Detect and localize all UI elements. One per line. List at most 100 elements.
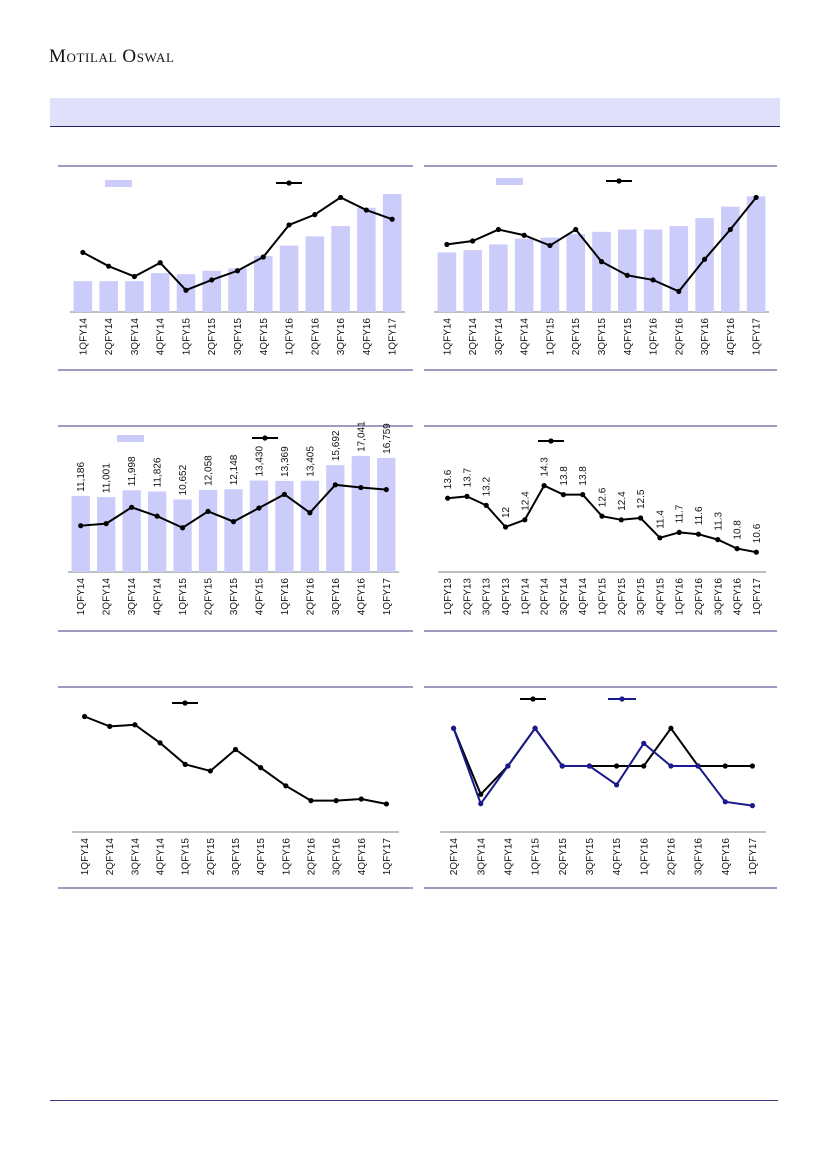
point-data-label: 11.3 (713, 511, 724, 530)
line-point (78, 523, 84, 529)
point-data-label: 12 (501, 506, 512, 518)
point-data-label: 12.5 (636, 489, 647, 509)
series-line (452, 726, 753, 807)
line-point (502, 524, 509, 530)
x-tick-label: 1QFY17 (382, 578, 393, 616)
bar-data-label: 11,826 (153, 457, 164, 487)
line-point (286, 222, 292, 228)
point-data-label: 13.8 (578, 466, 589, 486)
line-point (668, 725, 674, 731)
x-tick-label: 1QFY17 (388, 318, 399, 356)
line-point (753, 549, 759, 555)
bar (566, 234, 586, 312)
x-tick-label: 2QFY14 (449, 838, 460, 876)
x-tick-label: 3QFY14 (559, 578, 570, 616)
x-tick-label: 2QFY14 (105, 838, 116, 876)
line-point (308, 798, 314, 804)
line-point (613, 763, 620, 769)
line-point (450, 725, 457, 731)
bar (97, 497, 116, 572)
x-tick-label: 3QFY14 (130, 838, 141, 876)
legend-bar-swatch (105, 180, 132, 187)
line-point (207, 768, 213, 774)
bar-data-label: 13,405 (305, 446, 316, 477)
line-point (641, 740, 647, 746)
line-point (260, 254, 266, 260)
line-point (154, 513, 160, 519)
line-point (734, 546, 740, 552)
x-tick-label: 1QFY15 (545, 318, 556, 356)
x-tick-label: 1QFY17 (752, 318, 763, 356)
x-tick-label: 1QFY16 (675, 578, 686, 616)
x-tick-label: 4QFY14 (153, 578, 164, 616)
x-tick-label: 4QFY15 (254, 578, 265, 616)
line-point (641, 763, 647, 769)
line-point (749, 803, 756, 809)
x-tick-label: 1QFY14 (520, 578, 531, 616)
bar (275, 480, 294, 572)
line-point (131, 273, 138, 280)
x-tick-label: 2QFY16 (305, 578, 316, 616)
bar (176, 274, 196, 312)
legend-line-marker (286, 180, 292, 186)
line-point (521, 232, 527, 238)
x-tick-label: 3QFY15 (233, 318, 244, 356)
point-data-label: 10.8 (733, 520, 744, 540)
line-point (522, 517, 528, 523)
line-point (106, 263, 112, 269)
line-point (445, 495, 451, 501)
legend-bar-swatch (117, 435, 144, 442)
line-point (715, 537, 721, 543)
bar (746, 196, 766, 312)
chart-4: 13.6 13.7 13.2 12 12.4 14.3 13.8 13.8 12.6 12.4 12… (424, 425, 777, 632)
line-point (205, 508, 211, 514)
x-tick-label: 1QFY17 (382, 838, 393, 876)
bar (437, 252, 457, 312)
line-point (444, 241, 450, 248)
chart-3: 11,186 11,001 11,998 11,826 10,652 12,058 12,1… (58, 421, 413, 632)
line-point (258, 765, 264, 771)
x-tick-label: 4QFY15 (259, 318, 270, 356)
point-data-label: 13.8 (559, 466, 570, 486)
x-tick-label: 3QFY15 (229, 578, 240, 616)
line-point (599, 513, 605, 519)
line-point (337, 194, 344, 201)
x-tick-label: 2QFY15 (571, 318, 582, 356)
x-tick-label: 1QFY15 (598, 578, 609, 616)
series-line (452, 726, 753, 797)
x-tick-label: 1QFY17 (748, 838, 759, 876)
x-tick-label: 2QFY14 (104, 318, 115, 356)
point-data-label: 10.6 (752, 523, 763, 543)
bar (382, 194, 402, 312)
line-point (464, 493, 470, 499)
line-point (547, 242, 553, 249)
x-tick-label: 3QFY15 (597, 318, 608, 356)
line-point (560, 492, 567, 498)
bar (253, 255, 273, 312)
line-point (695, 763, 701, 769)
line-point (749, 763, 756, 769)
line-point (722, 799, 728, 805)
x-tick-label: 2QFY14 (540, 578, 551, 616)
x-tick-label: 1QFY15 (181, 838, 192, 876)
bar (617, 229, 637, 312)
legend-line-marker (530, 696, 536, 702)
line-point (668, 763, 674, 769)
x-tick-label: 3QFY14 (476, 838, 487, 876)
line-point (332, 482, 338, 488)
x-tick-label: 1QFY15 (178, 578, 189, 616)
x-tick-label: 3QFY16 (331, 578, 342, 616)
bar (592, 231, 611, 312)
x-tick-label: 3QFY16 (694, 838, 705, 876)
line-point (107, 723, 113, 730)
line-point (624, 272, 630, 278)
x-tick-label: 2QFY16 (306, 838, 317, 876)
x-tick-label: 1QFY16 (649, 318, 660, 356)
point-data-label: 14.3 (540, 457, 551, 477)
x-tick-label: 1QFY16 (281, 838, 292, 876)
line-point (478, 791, 484, 797)
x-tick-label: 1QFY15 (181, 318, 192, 356)
chart-1: 1QFY14 2QFY14 3QFY14 4QFY14 1QFY15 2QFY15 3QFY… (58, 165, 413, 371)
chart-5: 1QFY14 2QFY14 3QFY14 4QFY14 1QFY15 2QFY15 3QFY… (58, 686, 413, 889)
